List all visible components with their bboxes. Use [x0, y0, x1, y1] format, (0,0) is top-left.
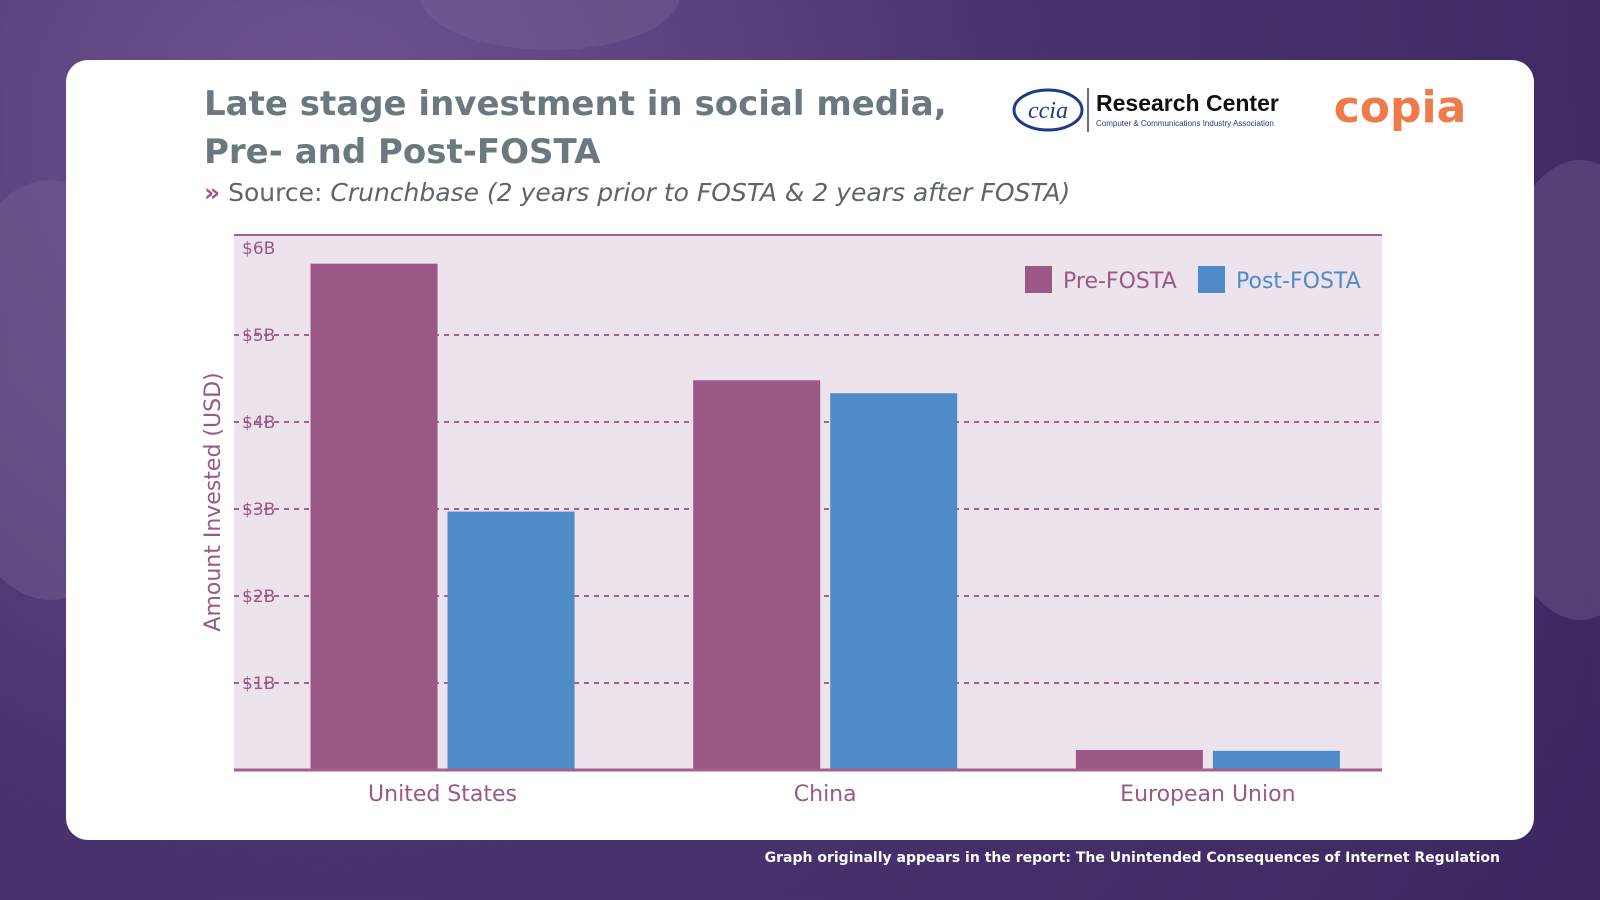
y-tick-label: $1B [242, 674, 275, 694]
y-axis-label: Amount Invested (USD) [201, 372, 226, 631]
ccia-title: Research Center [1096, 90, 1279, 116]
x-tick-label: European Union [1120, 782, 1295, 807]
chart-source: » Source: Crunchbase (2 years prior to F… [204, 178, 1070, 207]
chart-title: Late stage investment in social media, P… [204, 80, 964, 176]
copia-wordmark: copia [1334, 82, 1467, 133]
legend-swatch [1025, 266, 1052, 293]
source-text: Crunchbase (2 years prior to FOSTA & 2 y… [330, 178, 1071, 207]
y-tick-label: $3B [242, 500, 275, 520]
y-tick-labels: $1B $2B $3B $4B $5B $6B [242, 239, 275, 694]
x-tick-label: United States [368, 782, 517, 807]
y-tick-label: $6B [242, 239, 275, 259]
bars [310, 263, 1340, 770]
bar-post-fosta-china [830, 393, 958, 770]
ccia-research-center-logo: ccia Research Center Computer & Communic… [1012, 88, 1279, 132]
y-tick-label: $5B [242, 326, 275, 346]
chart-title-line-1: Late stage investment in social media, [204, 84, 947, 124]
chart-title-line-2: Pre- and Post-FOSTA [204, 132, 601, 172]
legend-swatch [1198, 266, 1225, 293]
footer-note: Graph originally appears in the report: … [764, 850, 1500, 866]
y-tick-label: $2B [242, 587, 275, 607]
chevron-right-icon: » [204, 178, 221, 207]
legend: Pre-FOSTA Post-FOSTA [1025, 266, 1361, 294]
bar-pre-fosta-european-union [1075, 749, 1203, 770]
ccia-ellipse [1012, 88, 1084, 132]
x-tick-labels: United States China European Union [368, 782, 1296, 807]
legend-label: Pre-FOSTA [1063, 269, 1177, 294]
source-label: Source: [228, 178, 323, 207]
legend-label: Post-FOSTA [1236, 269, 1361, 294]
bar-pre-fosta-united-states [310, 263, 438, 770]
y-tick-label: $4B [242, 413, 275, 433]
x-tick-label: China [794, 782, 857, 807]
bar-post-fosta-united-states [447, 511, 575, 770]
ccia-subtitle: Computer & Communications Industry Assoc… [1096, 119, 1274, 128]
bar-post-fosta-european-union [1212, 750, 1340, 770]
bar-pre-fosta-china [693, 380, 821, 770]
ccia-mark: ccia [1028, 98, 1068, 124]
copia-logo: copia [1334, 82, 1467, 133]
